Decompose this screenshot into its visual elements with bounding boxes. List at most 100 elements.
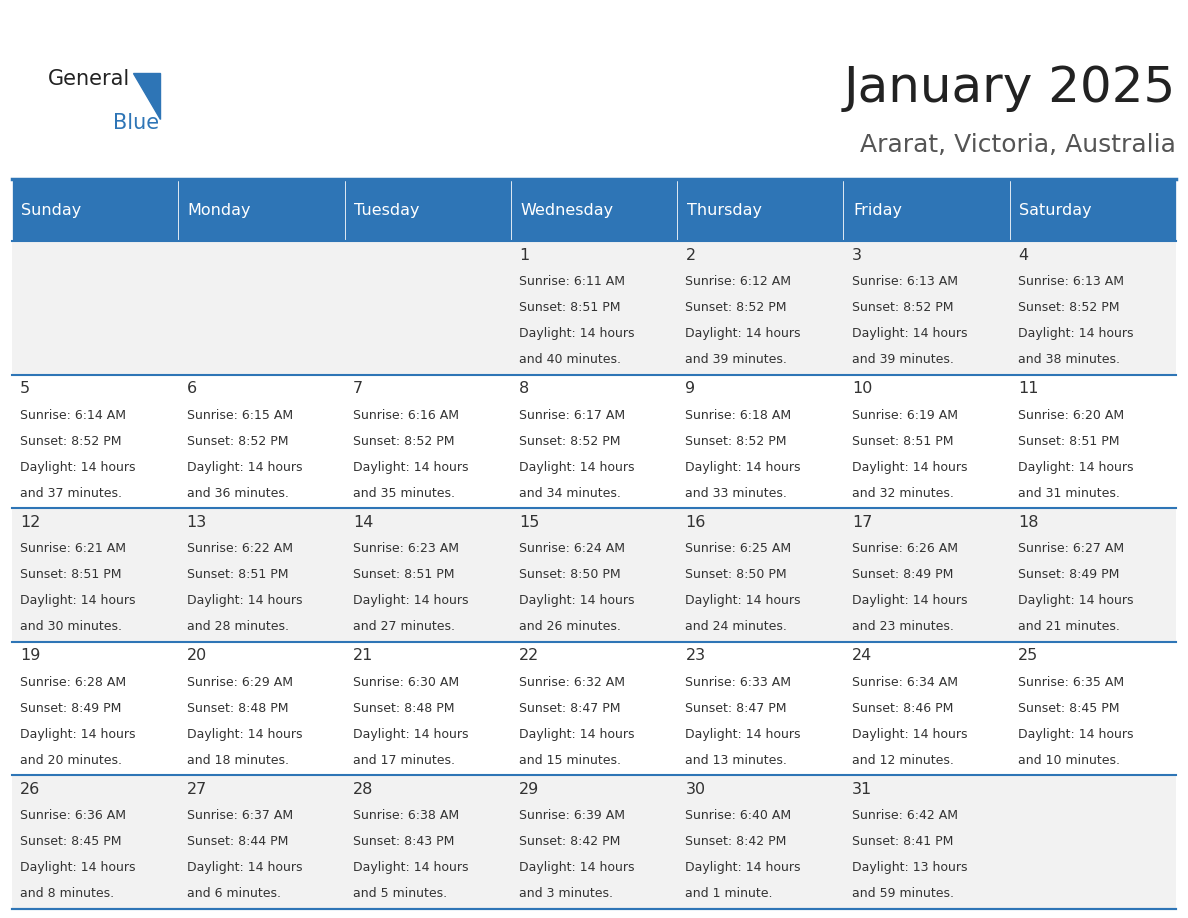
Text: Sunset: 8:41 PM: Sunset: 8:41 PM [852,835,953,848]
Text: 16: 16 [685,515,706,530]
Text: 29: 29 [519,782,539,797]
Text: Sunset: 8:45 PM: Sunset: 8:45 PM [1018,702,1119,715]
FancyBboxPatch shape [511,241,677,375]
Text: Sunrise: 6:16 AM: Sunrise: 6:16 AM [353,409,459,422]
FancyBboxPatch shape [1010,776,1176,909]
FancyBboxPatch shape [178,179,345,241]
Text: Sunrise: 6:19 AM: Sunrise: 6:19 AM [852,409,958,422]
Text: 13: 13 [187,515,207,530]
Text: Sunset: 8:51 PM: Sunset: 8:51 PM [187,568,287,581]
Text: Sunrise: 6:23 AM: Sunrise: 6:23 AM [353,543,459,555]
Text: Sunrise: 6:25 AM: Sunrise: 6:25 AM [685,543,791,555]
Text: and 27 minutes.: and 27 minutes. [353,621,455,633]
Text: Sunset: 8:43 PM: Sunset: 8:43 PM [353,835,454,848]
Text: Sunrise: 6:40 AM: Sunrise: 6:40 AM [685,810,791,823]
Text: Sunset: 8:51 PM: Sunset: 8:51 PM [353,568,454,581]
Text: Sunrise: 6:24 AM: Sunrise: 6:24 AM [519,543,625,555]
Text: 28: 28 [353,782,373,797]
Text: and 12 minutes.: and 12 minutes. [852,754,954,767]
Text: Sunrise: 6:28 AM: Sunrise: 6:28 AM [20,676,126,688]
Text: Daylight: 14 hours: Daylight: 14 hours [852,461,967,474]
FancyBboxPatch shape [843,642,1010,776]
Text: and 26 minutes.: and 26 minutes. [519,621,621,633]
Text: 3: 3 [852,248,861,263]
Text: Sunset: 8:52 PM: Sunset: 8:52 PM [519,435,620,448]
Polygon shape [133,73,160,119]
Text: 21: 21 [353,648,373,664]
Text: 31: 31 [852,782,872,797]
Text: Sunset: 8:46 PM: Sunset: 8:46 PM [852,702,953,715]
Text: 8: 8 [519,381,530,397]
Text: and 39 minutes.: and 39 minutes. [852,353,954,366]
Text: Sunrise: 6:42 AM: Sunrise: 6:42 AM [852,810,958,823]
FancyBboxPatch shape [345,375,511,509]
FancyBboxPatch shape [843,241,1010,375]
Text: Sunset: 8:52 PM: Sunset: 8:52 PM [187,435,287,448]
Text: Sunset: 8:51 PM: Sunset: 8:51 PM [1018,435,1119,448]
Text: and 28 minutes.: and 28 minutes. [187,621,289,633]
FancyBboxPatch shape [511,179,677,241]
Text: Sunset: 8:52 PM: Sunset: 8:52 PM [685,435,786,448]
Text: 22: 22 [519,648,539,664]
Text: 11: 11 [1018,381,1038,397]
Text: Daylight: 13 hours: Daylight: 13 hours [852,861,967,874]
Text: Daylight: 14 hours: Daylight: 14 hours [685,328,801,341]
FancyBboxPatch shape [345,642,511,776]
Text: 14: 14 [353,515,373,530]
Text: and 23 minutes.: and 23 minutes. [852,621,954,633]
Text: and 21 minutes.: and 21 minutes. [1018,621,1120,633]
Text: and 18 minutes.: and 18 minutes. [187,754,289,767]
FancyBboxPatch shape [1010,375,1176,509]
Text: 30: 30 [685,782,706,797]
Text: Sunrise: 6:12 AM: Sunrise: 6:12 AM [685,275,791,288]
Text: Sunset: 8:50 PM: Sunset: 8:50 PM [685,568,788,581]
Text: Daylight: 14 hours: Daylight: 14 hours [519,461,634,474]
FancyBboxPatch shape [1010,642,1176,776]
Text: 26: 26 [20,782,40,797]
Text: Sunset: 8:49 PM: Sunset: 8:49 PM [1018,568,1119,581]
Text: Daylight: 14 hours: Daylight: 14 hours [519,861,634,874]
FancyBboxPatch shape [345,509,511,642]
Text: Sunrise: 6:14 AM: Sunrise: 6:14 AM [20,409,126,422]
Text: and 5 minutes.: and 5 minutes. [353,888,447,901]
Text: Sunset: 8:49 PM: Sunset: 8:49 PM [20,702,121,715]
Text: Sunrise: 6:32 AM: Sunrise: 6:32 AM [519,676,625,688]
FancyBboxPatch shape [511,509,677,642]
Text: and 24 minutes.: and 24 minutes. [685,621,788,633]
Text: 2: 2 [685,248,696,263]
Text: and 33 minutes.: and 33 minutes. [685,487,788,500]
Text: Daylight: 14 hours: Daylight: 14 hours [353,461,468,474]
Text: Sunrise: 6:35 AM: Sunrise: 6:35 AM [1018,676,1124,688]
FancyBboxPatch shape [677,642,843,776]
Text: Sunrise: 6:30 AM: Sunrise: 6:30 AM [353,676,459,688]
FancyBboxPatch shape [843,776,1010,909]
FancyBboxPatch shape [345,776,511,909]
Text: Daylight: 14 hours: Daylight: 14 hours [20,728,135,741]
Text: and 30 minutes.: and 30 minutes. [20,621,122,633]
Text: Sunset: 8:49 PM: Sunset: 8:49 PM [852,568,953,581]
Text: and 6 minutes.: and 6 minutes. [187,888,280,901]
FancyBboxPatch shape [1010,509,1176,642]
FancyBboxPatch shape [511,642,677,776]
Text: Sunrise: 6:26 AM: Sunrise: 6:26 AM [852,543,958,555]
Text: Sunrise: 6:11 AM: Sunrise: 6:11 AM [519,275,625,288]
Text: Daylight: 14 hours: Daylight: 14 hours [187,861,302,874]
Text: Daylight: 14 hours: Daylight: 14 hours [852,728,967,741]
Text: Daylight: 14 hours: Daylight: 14 hours [1018,461,1133,474]
FancyBboxPatch shape [178,776,345,909]
Text: and 39 minutes.: and 39 minutes. [685,353,788,366]
Text: 10: 10 [852,381,872,397]
Text: Daylight: 14 hours: Daylight: 14 hours [1018,728,1133,741]
FancyBboxPatch shape [178,241,345,375]
Text: Sunset: 8:45 PM: Sunset: 8:45 PM [20,835,121,848]
FancyBboxPatch shape [677,509,843,642]
FancyBboxPatch shape [677,241,843,375]
Text: Sunrise: 6:20 AM: Sunrise: 6:20 AM [1018,409,1124,422]
Text: Daylight: 14 hours: Daylight: 14 hours [519,328,634,341]
Text: 27: 27 [187,782,207,797]
Text: Sunrise: 6:38 AM: Sunrise: 6:38 AM [353,810,459,823]
Text: Sunset: 8:51 PM: Sunset: 8:51 PM [20,568,121,581]
FancyBboxPatch shape [1010,241,1176,375]
Text: 7: 7 [353,381,364,397]
Text: and 20 minutes.: and 20 minutes. [20,754,122,767]
